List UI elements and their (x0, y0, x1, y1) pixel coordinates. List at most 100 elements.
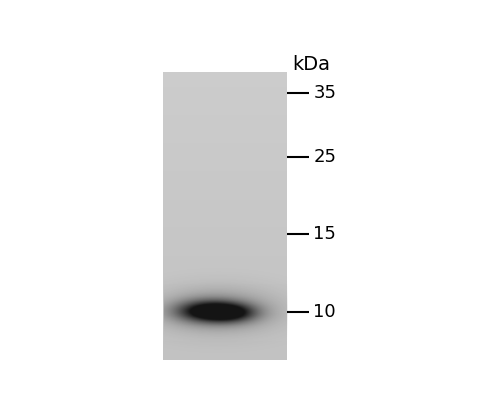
Bar (163, 347, 287, 348)
Bar (163, 358, 287, 359)
Bar (163, 159, 287, 160)
Bar (163, 112, 287, 114)
Bar (163, 99, 287, 100)
Bar (163, 223, 287, 224)
Bar (163, 321, 287, 323)
Bar (163, 320, 287, 321)
Bar (163, 248, 287, 249)
Bar (163, 205, 287, 206)
Bar (163, 143, 287, 144)
Bar (163, 172, 287, 173)
Bar (163, 112, 287, 113)
Bar (163, 110, 287, 112)
Bar (163, 213, 287, 215)
Bar (163, 199, 287, 200)
Bar (163, 255, 287, 256)
Bar (163, 217, 287, 218)
Bar (163, 80, 287, 81)
Bar (163, 277, 287, 278)
Bar (163, 105, 287, 106)
Bar (163, 147, 287, 148)
Bar (163, 309, 287, 310)
Bar (163, 295, 287, 297)
Bar (163, 175, 287, 176)
Bar (163, 273, 287, 275)
Bar (163, 279, 287, 281)
Bar (163, 188, 287, 189)
Bar (163, 164, 287, 166)
Bar (163, 103, 287, 104)
Bar (163, 72, 287, 73)
Bar (163, 104, 287, 105)
Bar (163, 94, 287, 95)
Bar (163, 183, 287, 185)
Bar (163, 84, 287, 85)
Bar (163, 222, 287, 223)
Bar (163, 162, 287, 164)
Bar (163, 225, 287, 226)
Bar (163, 315, 287, 316)
Bar (163, 319, 287, 320)
Bar (163, 334, 287, 335)
Bar (163, 249, 287, 251)
Bar (163, 97, 287, 98)
Bar (163, 249, 287, 250)
Bar (163, 197, 287, 198)
Bar (163, 166, 287, 167)
Bar (163, 168, 287, 169)
Bar (163, 336, 287, 337)
Bar (163, 79, 287, 80)
Bar (163, 294, 287, 295)
Bar (163, 119, 287, 120)
Bar (163, 307, 287, 308)
Bar (163, 320, 287, 322)
Bar (163, 210, 287, 212)
Bar (163, 234, 287, 235)
Bar (163, 146, 287, 147)
Bar (163, 130, 287, 131)
Bar (163, 352, 287, 353)
Bar (163, 200, 287, 202)
Bar (163, 152, 287, 153)
Bar (163, 87, 287, 88)
Bar (163, 236, 287, 237)
Bar (163, 325, 287, 327)
Bar (163, 311, 287, 312)
Bar (163, 157, 287, 159)
Bar (163, 227, 287, 228)
Bar (163, 88, 287, 90)
Bar (163, 306, 287, 308)
Bar (163, 345, 287, 347)
Bar (163, 215, 287, 216)
Bar (163, 316, 287, 317)
Bar (163, 244, 287, 245)
Bar (163, 150, 287, 151)
Bar (163, 284, 287, 285)
Bar (163, 247, 287, 248)
Bar (163, 290, 287, 291)
Bar (163, 292, 287, 293)
Bar (163, 271, 287, 273)
Bar (163, 134, 287, 136)
Bar (163, 118, 287, 120)
Bar (163, 251, 287, 252)
Bar (163, 296, 287, 298)
Text: 10: 10 (313, 303, 336, 321)
Bar (163, 113, 287, 115)
Bar (163, 185, 287, 187)
Bar (163, 326, 287, 327)
Bar (163, 192, 287, 193)
Bar (163, 276, 287, 277)
Bar (163, 342, 287, 343)
Bar (163, 356, 287, 357)
Bar (163, 95, 287, 96)
Bar (163, 75, 287, 76)
Bar (163, 208, 287, 209)
Bar (163, 125, 287, 126)
Bar (163, 117, 287, 119)
Bar (163, 339, 287, 340)
Bar (163, 293, 287, 294)
Bar (163, 177, 287, 178)
Bar (163, 211, 287, 212)
Bar (163, 258, 287, 259)
